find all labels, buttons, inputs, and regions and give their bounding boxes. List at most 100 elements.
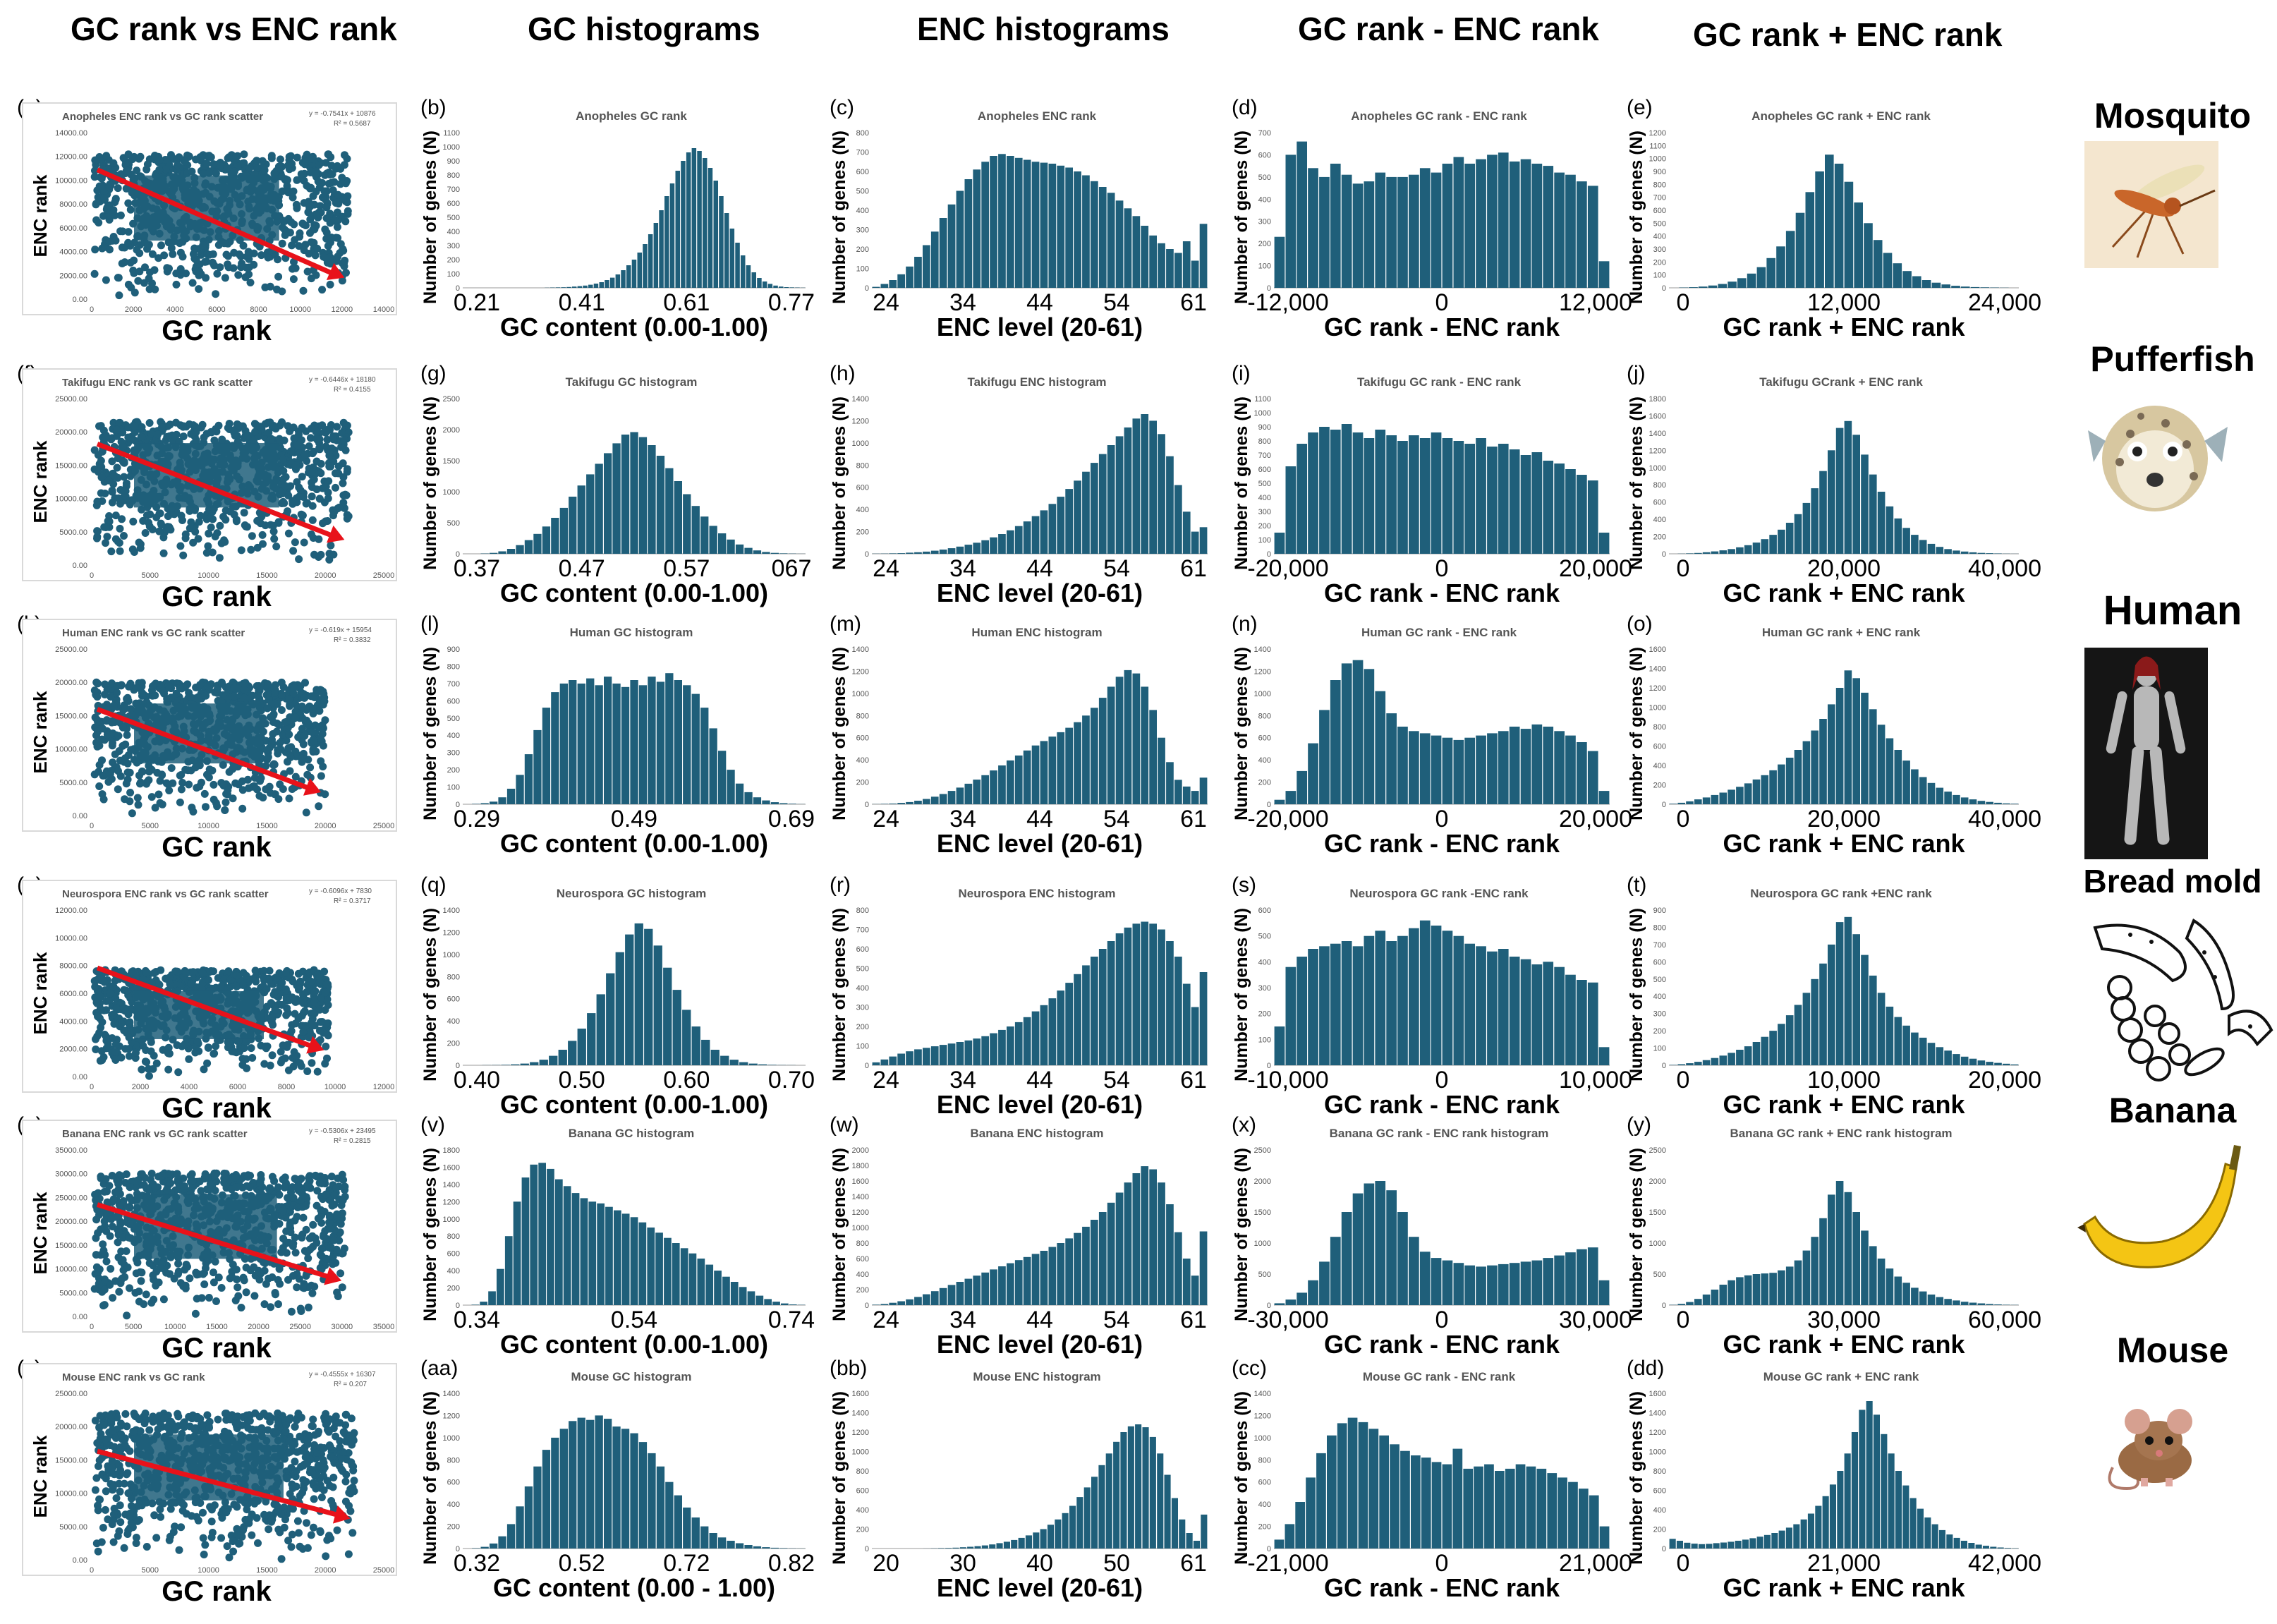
- histogram-bar: [1719, 1055, 1728, 1065]
- histogram-bar: [1953, 1054, 1960, 1065]
- scatter-point: [150, 969, 158, 977]
- scatter-point: [90, 446, 99, 454]
- histogram-bar: [770, 552, 779, 554]
- histogram-bar: [1711, 551, 1719, 554]
- y-tick-label: 1400: [443, 907, 460, 915]
- scatter-point: [329, 186, 337, 195]
- scatter-point: [322, 1190, 330, 1199]
- histogram-bar: [1464, 943, 1475, 1065]
- histogram-bar: [1509, 727, 1520, 804]
- histogram-bar: [586, 678, 595, 804]
- histogram-bar: [555, 287, 561, 288]
- scatter-point: [108, 486, 116, 495]
- scatter-point: [153, 768, 162, 777]
- histogram-bar: [1744, 545, 1752, 554]
- scatter-point: [301, 1022, 310, 1030]
- chart-panel-m: (m) Human ENC histogram020040060080010001…: [830, 612, 1208, 858]
- scatter-point: [102, 276, 110, 284]
- scatter-point: [282, 737, 291, 745]
- histogram-bar: [1854, 202, 1863, 288]
- trend-arrow-head: [303, 777, 322, 796]
- scatter-point: [341, 256, 349, 265]
- scatter-point: [129, 967, 138, 976]
- y-tick-label: 500: [447, 715, 460, 723]
- scatter-dense-region: [134, 990, 265, 1039]
- trend-arrow-head: [306, 1036, 324, 1054]
- histogram-bar: [1098, 698, 1107, 804]
- scatter-point: [205, 1294, 213, 1302]
- histogram-bar: [1199, 224, 1208, 289]
- histogram-bar: [1844, 670, 1852, 805]
- histogram-bar: [757, 278, 762, 288]
- chart-title: Human GC histogram: [570, 626, 693, 639]
- y-tick-label: 1200: [1649, 684, 1666, 693]
- histogram-bar: [1802, 502, 1811, 554]
- scatter-point: [125, 682, 133, 691]
- scatter-point: [155, 527, 164, 535]
- scatter-point: [281, 969, 290, 977]
- scatter-point: [262, 762, 270, 770]
- y-tick-label: 800: [1653, 723, 1666, 732]
- scatter-point: [335, 503, 344, 511]
- y-tick-label: 1100: [1254, 395, 1271, 404]
- y-tick-label: 20000.00: [55, 428, 87, 437]
- histogram-bar: [1811, 730, 1818, 804]
- x-tick-label: 25000: [289, 1323, 311, 1331]
- scatter-point: [317, 1218, 326, 1227]
- histogram-bar: [1107, 193, 1115, 289]
- histogram-bar: [559, 683, 568, 804]
- histogram-bar: [1285, 466, 1297, 554]
- histogram-bar: [720, 1055, 729, 1065]
- scatter-point: [319, 519, 327, 528]
- scatter-point: [308, 1014, 317, 1023]
- scatter-point: [245, 784, 253, 792]
- histogram-bar: [1686, 553, 1694, 554]
- y-tick-label: 5000.00: [59, 779, 87, 787]
- scatter-point: [310, 998, 319, 1005]
- x-tick-label: 4000: [181, 1083, 198, 1091]
- histogram-bar: [472, 804, 480, 805]
- histogram-bar: [1819, 471, 1827, 554]
- histogram-bar: [1487, 951, 1498, 1065]
- scatter-point: [182, 269, 190, 278]
- histogram-bar: [1397, 441, 1408, 554]
- y-tick-label: 200: [1258, 1010, 1271, 1019]
- histogram-bar: [1442, 737, 1453, 804]
- scatter-point: [291, 236, 299, 244]
- y-tick-label: 600: [1653, 207, 1666, 215]
- histogram-bar: [753, 550, 762, 554]
- x-tick-label: 0.77: [768, 289, 815, 316]
- histogram-bar: [1565, 469, 1576, 554]
- histogram-bar: [1577, 980, 1587, 1065]
- scatter-point: [190, 244, 199, 253]
- x-tick-label: 30000: [332, 1323, 353, 1331]
- scatter-point: [192, 255, 200, 264]
- scatter-point: [132, 1183, 140, 1192]
- scatter-point: [282, 1011, 291, 1019]
- scatter-point: [151, 285, 159, 293]
- histogram-bar: [1431, 735, 1442, 804]
- scatter-point: [305, 442, 313, 450]
- histogram-bar: [1944, 1050, 1952, 1065]
- histogram-bar: [1364, 935, 1375, 1065]
- scatter-point: [169, 250, 177, 258]
- histogram-bar: [1364, 438, 1375, 554]
- scatter-point: [278, 418, 286, 426]
- y-tick-label: 500: [856, 188, 869, 196]
- scatter-point: [296, 682, 305, 691]
- y-tick-label: 400: [1258, 195, 1271, 204]
- y-tick-label: 800: [1653, 923, 1666, 932]
- histogram-bar: [1986, 553, 1993, 554]
- histogram-bar: [923, 1048, 930, 1066]
- scatter-point: [124, 238, 133, 247]
- histogram-bar: [1386, 941, 1397, 1065]
- x-tick-label: 12000: [373, 1083, 395, 1091]
- histogram-bar: [1852, 934, 1860, 1065]
- scatter-point: [138, 679, 146, 687]
- chart-panel-s: (s) Neurospora GC rank -ENC rank010020030…: [1232, 873, 1632, 1119]
- histogram-bar: [648, 445, 656, 554]
- scatter-point: [102, 1257, 111, 1266]
- x-tick-label: 35000: [373, 1323, 395, 1331]
- scatter-point: [137, 1277, 145, 1285]
- scatter-point: [128, 809, 136, 818]
